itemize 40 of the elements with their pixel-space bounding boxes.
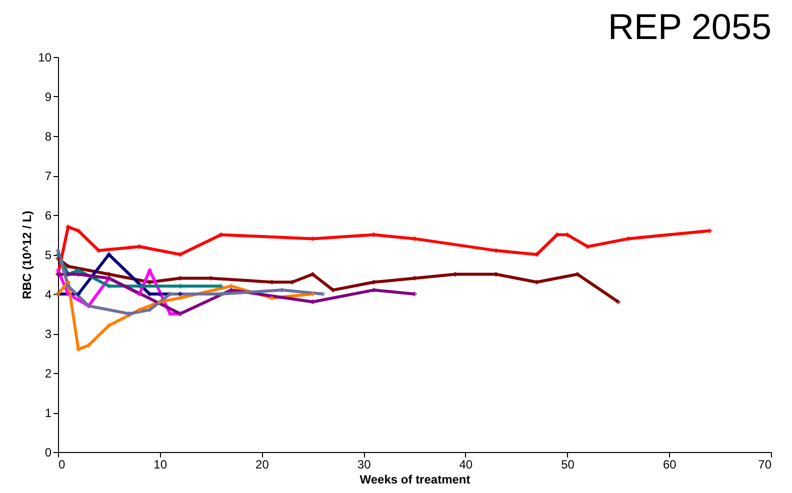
point <box>106 323 112 328</box>
point <box>76 268 81 273</box>
y-tick-label: 1 <box>44 406 52 420</box>
point <box>56 248 60 253</box>
x-tick-label: 60 <box>662 458 677 472</box>
point <box>86 343 91 348</box>
point <box>310 272 315 276</box>
y-tick-label: 8 <box>44 130 52 144</box>
x-tick-label: 30 <box>357 458 372 472</box>
point <box>76 292 81 296</box>
point <box>137 292 142 296</box>
point <box>270 296 274 300</box>
y-tick-label: 9 <box>44 90 52 104</box>
y-axis-title: RBC (10^12 / L) <box>20 210 34 300</box>
point <box>158 300 162 304</box>
chart-title: REP 2055 <box>608 6 772 47</box>
x-tick-label: 20 <box>256 458 270 472</box>
point <box>66 284 70 288</box>
y-tick-label: 5 <box>44 248 52 262</box>
x-tick-label: 40 <box>459 458 473 472</box>
point <box>616 300 620 304</box>
point <box>310 292 315 296</box>
y-tick-label: 0 <box>44 446 52 460</box>
x-tick-label: 0 <box>58 458 66 472</box>
point <box>106 252 112 257</box>
y-tick-label: 10 <box>38 50 52 64</box>
y-tick-label: 4 <box>44 288 52 302</box>
point <box>66 292 70 296</box>
y-tick-label: 6 <box>44 208 52 222</box>
x-tick-label: 50 <box>561 458 575 472</box>
x-tick-label: 10 <box>154 458 168 472</box>
x-tick-label: 70 <box>758 458 772 472</box>
point <box>76 228 81 234</box>
x-axis-title: Weeks of treatment <box>360 472 470 486</box>
y-tick-label: 3 <box>44 327 52 341</box>
point <box>575 272 580 276</box>
point <box>137 308 142 312</box>
y-tick-label: 2 <box>44 366 52 380</box>
y-tick-label: 7 <box>44 169 52 183</box>
point <box>56 256 60 261</box>
